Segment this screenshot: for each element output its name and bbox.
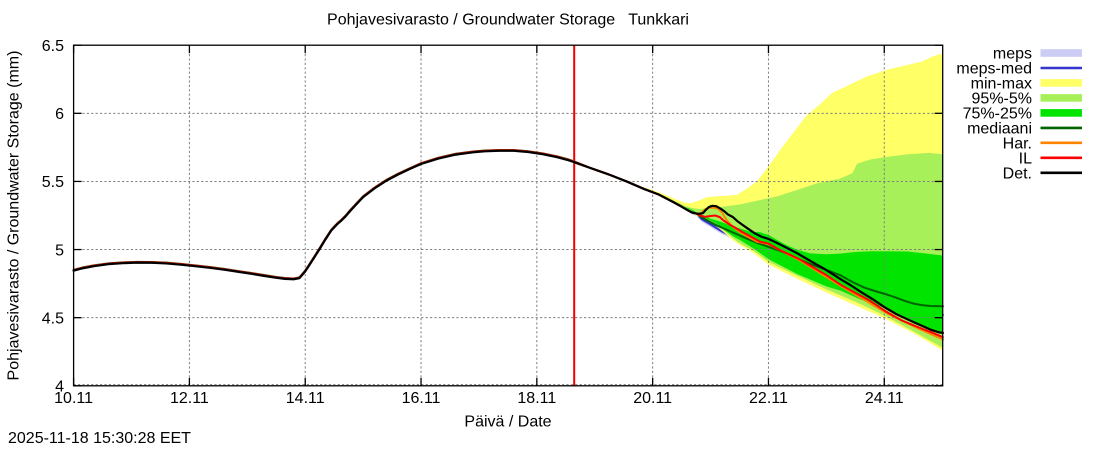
- svg-text:meps-med: meps-med: [956, 61, 1032, 78]
- svg-text:24.11: 24.11: [865, 390, 904, 407]
- svg-text:6: 6: [55, 106, 64, 123]
- svg-text:18.11: 18.11: [517, 390, 556, 407]
- svg-text:meps: meps: [993, 46, 1032, 63]
- svg-text:Det.: Det.: [1003, 166, 1032, 183]
- svg-text:Päivä / Date: Päivä / Date: [464, 414, 551, 431]
- svg-text:10.11: 10.11: [54, 390, 93, 407]
- svg-text:4: 4: [55, 379, 64, 396]
- svg-text:Har.: Har.: [1003, 136, 1032, 153]
- svg-text:20.11: 20.11: [633, 390, 672, 407]
- svg-text:2025-11-18 15:30:28 EET: 2025-11-18 15:30:28 EET: [8, 430, 191, 447]
- svg-text:mediaani: mediaani: [967, 121, 1032, 138]
- svg-text:5: 5: [55, 242, 64, 259]
- svg-text:12.11: 12.11: [170, 390, 209, 407]
- svg-text:4.5: 4.5: [42, 310, 64, 327]
- svg-text:6.5: 6.5: [42, 38, 64, 55]
- svg-text:5.5: 5.5: [42, 174, 64, 191]
- svg-text:22.11: 22.11: [749, 390, 788, 407]
- svg-text:75%-25%: 75%-25%: [963, 106, 1032, 123]
- svg-text:14.11: 14.11: [286, 390, 325, 407]
- svg-text:16.11: 16.11: [402, 390, 441, 407]
- svg-text:IL: IL: [1019, 151, 1032, 168]
- svg-text:Pohjavesivarasto / Groundwater: Pohjavesivarasto / Groundwater Storage (…: [6, 51, 23, 381]
- svg-text:min-max: min-max: [971, 76, 1032, 93]
- svg-text:95%-5%: 95%-5%: [972, 91, 1032, 108]
- svg-text:Pohjavesivarasto / Groundwater: Pohjavesivarasto / Groundwater Storage T…: [327, 12, 689, 29]
